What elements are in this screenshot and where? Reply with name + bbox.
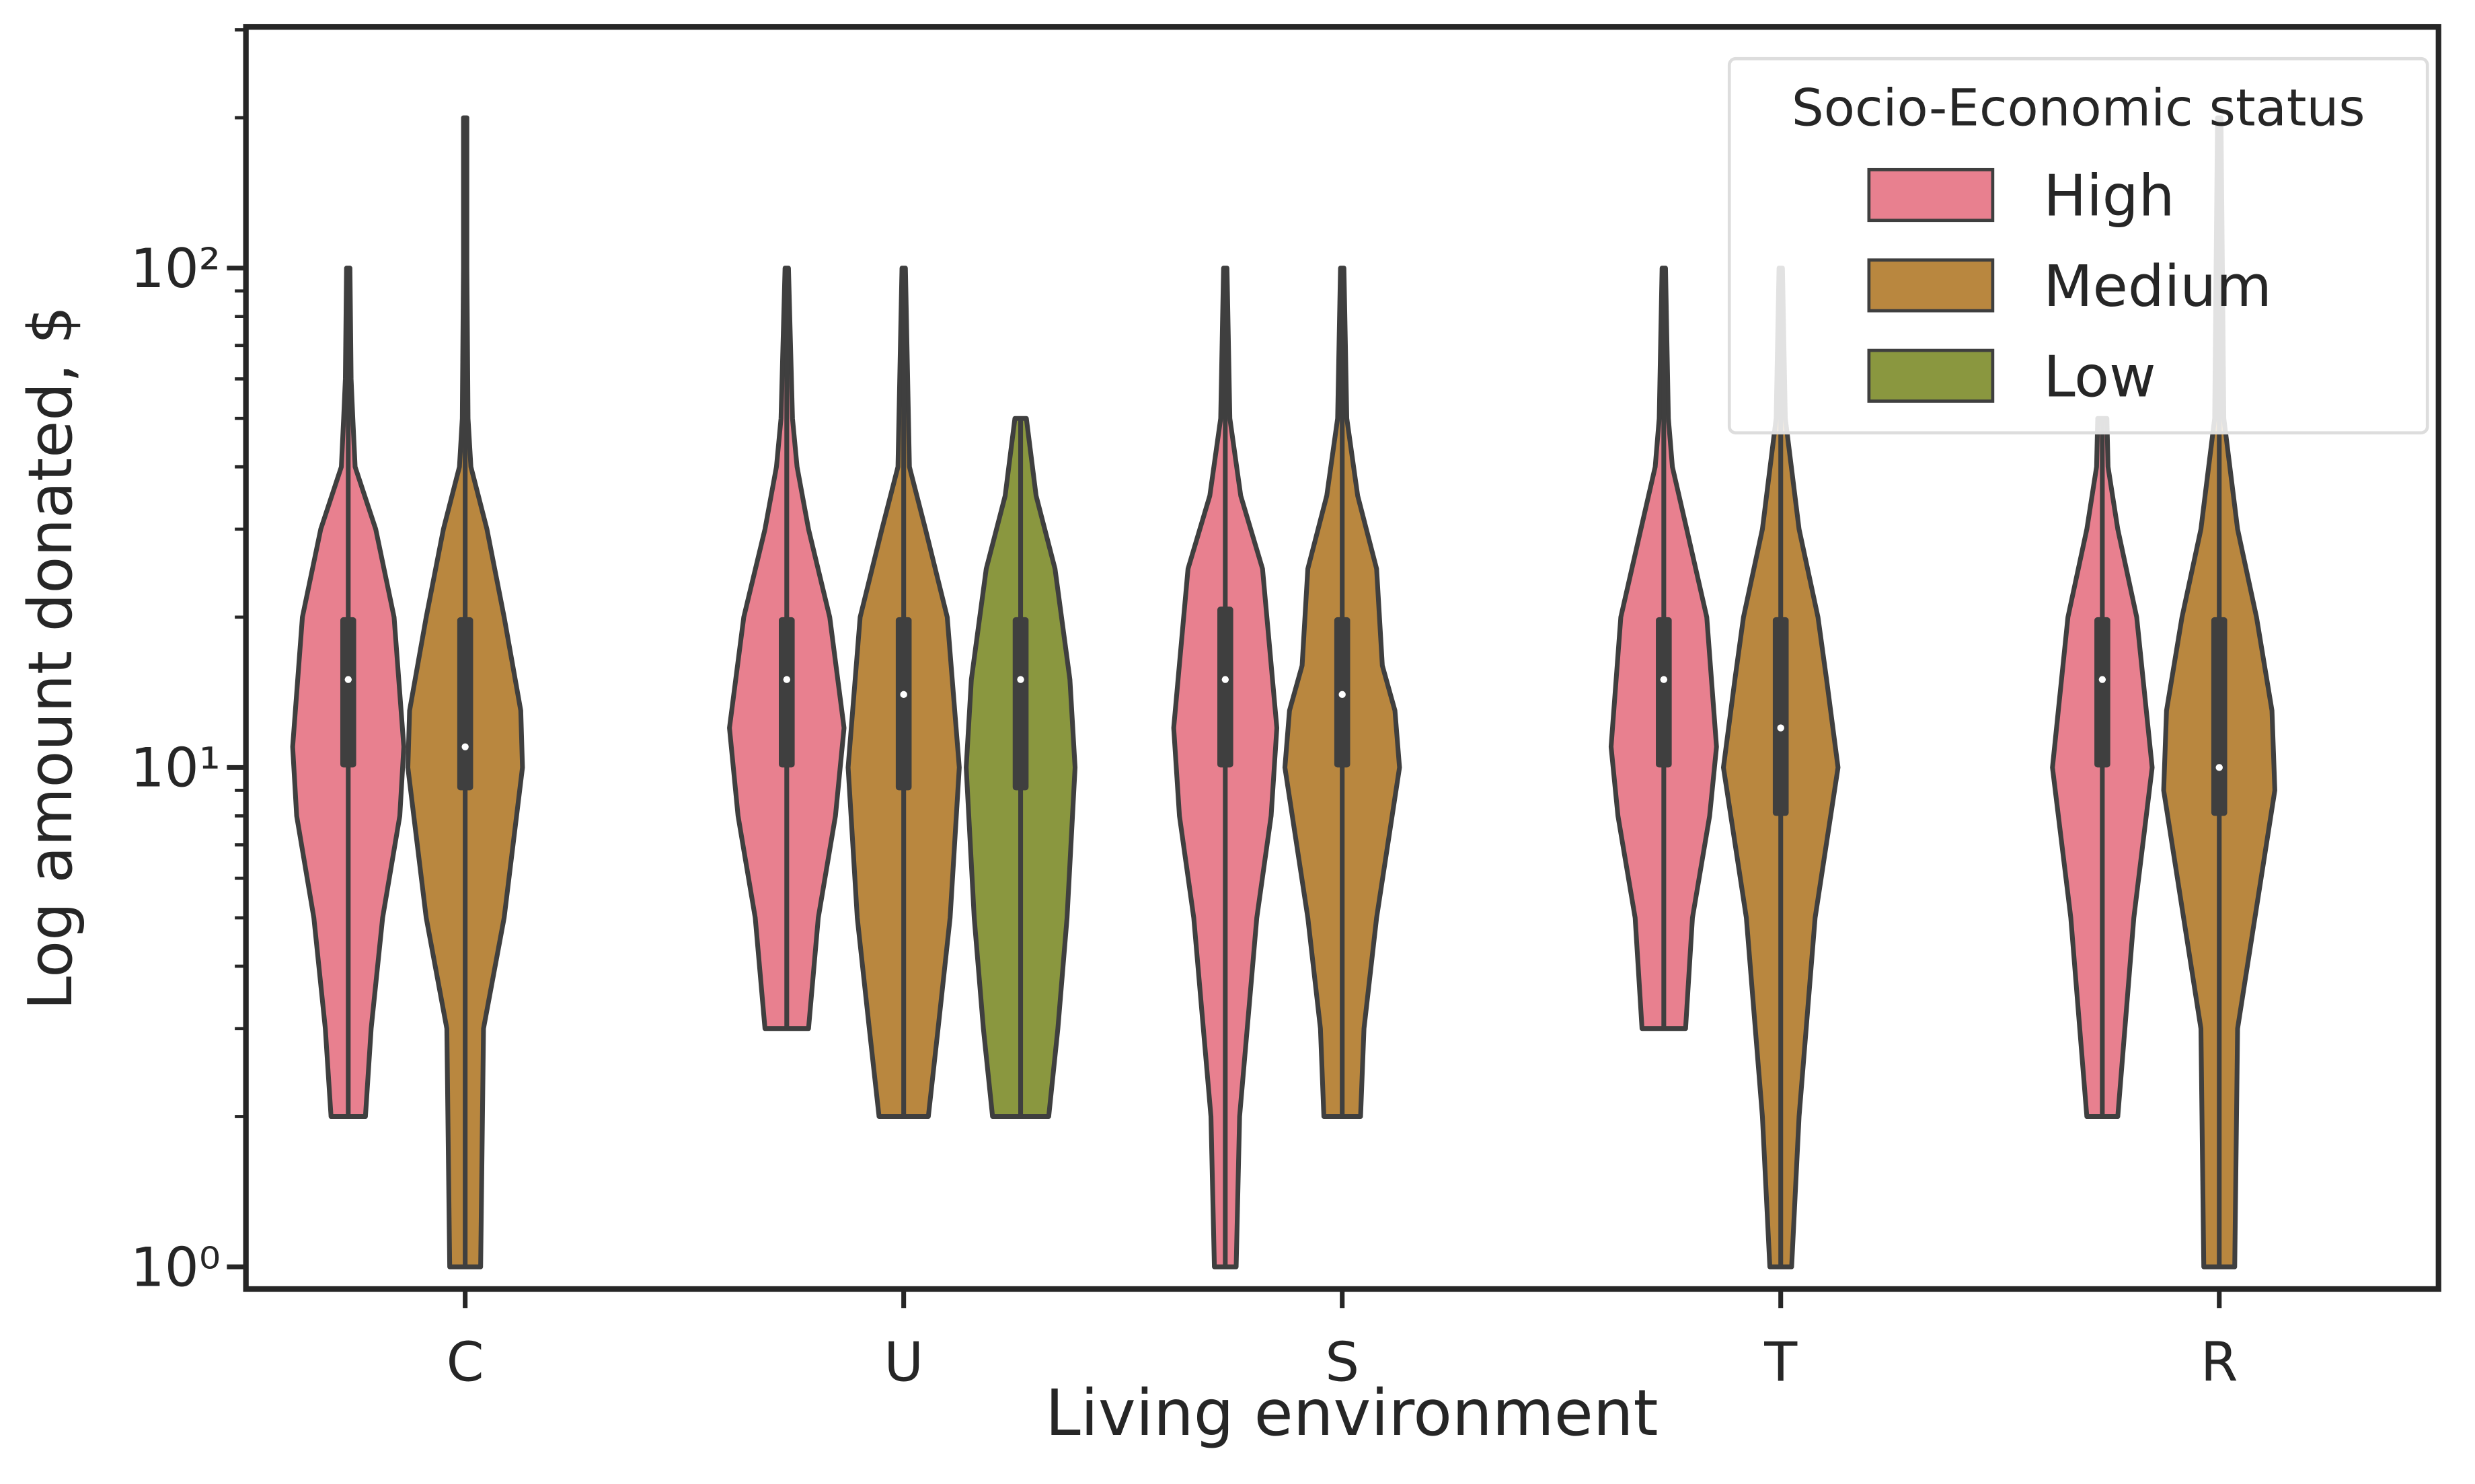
plot-frame	[243, 24, 2441, 1292]
median	[1338, 691, 1346, 699]
legend-swatch	[1867, 348, 1995, 403]
legend-label: Medium	[2043, 253, 2272, 320]
box	[779, 617, 795, 768]
y-tick-label: 10¹	[130, 737, 221, 799]
legend-title: Socio-Economic status	[1792, 78, 2365, 137]
legend-label: Low	[2043, 344, 2156, 410]
box	[1012, 617, 1029, 791]
box	[457, 617, 473, 791]
box	[2094, 617, 2110, 768]
x-tick-label: C	[447, 1331, 484, 1394]
median	[1221, 676, 1229, 683]
median	[783, 676, 790, 683]
median	[1660, 676, 1668, 683]
median	[1017, 676, 1024, 683]
y-tick-label: 10²	[130, 237, 221, 300]
x-axis-label: Living environment	[1045, 1376, 1658, 1450]
box	[2211, 617, 2228, 816]
box	[1772, 617, 1789, 816]
y-tick-label: 10⁰	[130, 1236, 221, 1298]
legend-swatch	[1867, 167, 1995, 223]
x-tick-label: T	[1763, 1331, 1798, 1394]
median	[461, 743, 469, 750]
median	[1777, 724, 1784, 732]
box	[895, 617, 912, 791]
median	[2098, 676, 2106, 683]
legend-label: High	[2043, 163, 2174, 230]
box	[1656, 617, 1672, 768]
x-tick-label: R	[2201, 1331, 2238, 1394]
median	[900, 691, 907, 699]
x-tick-label: S	[1325, 1331, 1359, 1394]
y-axis-label: Log amount donated, $	[16, 306, 86, 1010]
box	[1217, 607, 1233, 768]
legend-box	[1727, 56, 2429, 435]
box	[340, 617, 356, 768]
median	[344, 676, 352, 683]
median	[2215, 764, 2223, 771]
x-tick-label: U	[884, 1331, 923, 1394]
legend-swatch	[1867, 258, 1995, 313]
